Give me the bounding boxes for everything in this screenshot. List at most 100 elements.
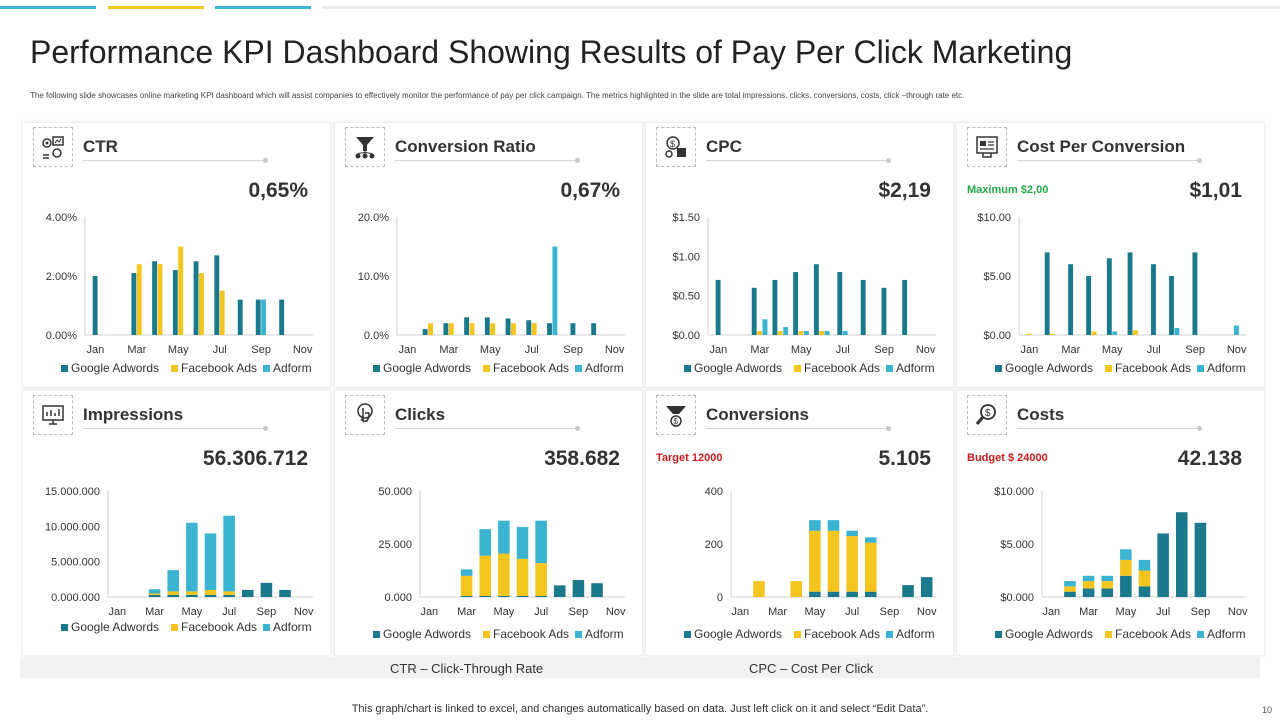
x-tick-label: May bbox=[791, 344, 812, 356]
legend-swatch bbox=[575, 631, 582, 638]
title-underline-dot bbox=[263, 158, 268, 163]
bar-facebook-ads bbox=[777, 331, 783, 335]
title-underline bbox=[706, 160, 889, 161]
x-tick-label: May bbox=[181, 606, 202, 618]
panel-title: Costs bbox=[1017, 405, 1065, 424]
page-subtitle: The following slide showcases online mar… bbox=[30, 91, 965, 100]
conversion-ratio-chart: 20.0% 10.0% 0.0% Jan Mar May Jul Sep Nov Google A… bbox=[358, 212, 625, 375]
panel-costs: $ Costs Budget $ 24000 42.138 $10.000 $5.… bbox=[956, 390, 1265, 656]
bar-facebook-ads bbox=[1026, 333, 1032, 335]
bar-google-adwords bbox=[827, 591, 840, 597]
bar-google-adwords bbox=[1157, 533, 1169, 597]
bar-google-adwords bbox=[1082, 588, 1095, 597]
kpi-value: 358.682 bbox=[544, 447, 620, 470]
legend-swatch bbox=[373, 365, 380, 372]
bar-adform bbox=[827, 520, 840, 531]
x-tick-label: Nov bbox=[605, 344, 625, 356]
bar-adform bbox=[460, 569, 473, 576]
legend-swatch bbox=[61, 624, 68, 631]
x-tick-label: May bbox=[493, 606, 514, 618]
legend-label: Adform bbox=[273, 361, 312, 375]
monitor-icon bbox=[33, 395, 73, 435]
legend-swatch bbox=[995, 365, 1002, 372]
legend-swatch bbox=[171, 365, 178, 372]
bar-google-adwords bbox=[214, 255, 220, 335]
x-tick-label: May bbox=[1115, 606, 1136, 618]
legend-label: Google Adwords bbox=[71, 620, 159, 634]
bar-facebook-ads bbox=[535, 563, 547, 596]
bar-facebook-ads bbox=[148, 593, 161, 595]
bar-google-adwords bbox=[837, 272, 843, 335]
bar-facebook-ads bbox=[531, 323, 537, 335]
bar-google-adwords bbox=[1127, 252, 1133, 335]
x-tick-label: Sep bbox=[563, 344, 583, 356]
legend-label: Google Adwords bbox=[383, 627, 471, 641]
bar-facebook-ads bbox=[809, 530, 821, 592]
x-tick-label: Jul bbox=[222, 606, 236, 618]
y-tick-label: $1.00 bbox=[672, 251, 700, 263]
kpi-value: 0,67% bbox=[560, 179, 620, 202]
bar-google-adwords bbox=[1138, 586, 1151, 597]
y-tick-label: $0.00 bbox=[672, 330, 700, 342]
svg-text:$: $ bbox=[985, 408, 991, 419]
y-tick-label: 15.000.000 bbox=[45, 486, 100, 498]
kpi-value: 0,65% bbox=[248, 179, 308, 202]
bar-google-adwords bbox=[572, 580, 585, 597]
bar-google-adwords bbox=[204, 594, 217, 597]
bar-google-adwords bbox=[526, 320, 532, 335]
y-tick-label: $0.000 bbox=[1000, 592, 1034, 604]
bar-google-adwords bbox=[279, 299, 285, 335]
x-tick-label: Nov bbox=[917, 606, 937, 618]
panel-ctr: CTR 0,65% 4.00% 2.00% 0.00% Jan Mar May Jul Sep… bbox=[22, 122, 331, 388]
legend-swatch bbox=[171, 624, 178, 631]
legend-label: Adform bbox=[585, 627, 624, 641]
bar-google-adwords bbox=[846, 591, 858, 597]
svg-text:$: $ bbox=[670, 139, 675, 149]
x-tick-label: Nov bbox=[293, 344, 313, 356]
bar-facebook-ads bbox=[1101, 581, 1114, 589]
legend-label: Adform bbox=[1207, 627, 1246, 641]
bar-adform bbox=[167, 570, 180, 592]
y-tick-label: 400 bbox=[705, 486, 723, 498]
accent-bar-2 bbox=[108, 6, 204, 9]
panel-title: Cost Per Conversion bbox=[1017, 137, 1186, 156]
click-icon bbox=[345, 395, 385, 435]
y-tick-label: 5.000.000 bbox=[51, 557, 100, 569]
page-number: 10 bbox=[1261, 705, 1272, 715]
target-note: Target 12000 bbox=[656, 452, 723, 464]
legend-label: Facebook Ads bbox=[181, 361, 257, 375]
y-tick-label: $1.50 bbox=[672, 212, 700, 224]
title-underline bbox=[706, 428, 889, 429]
x-tick-label: Sep bbox=[874, 344, 894, 356]
x-tick-label: Nov bbox=[916, 344, 936, 356]
legend-label: Google Adwords bbox=[383, 361, 471, 375]
bar-google-adwords bbox=[591, 583, 603, 597]
ctr-icon bbox=[33, 127, 73, 167]
legend-swatch bbox=[684, 365, 691, 372]
bar-google-adwords bbox=[547, 323, 552, 335]
bar-facebook-ads bbox=[136, 264, 142, 335]
bar-google-adwords bbox=[498, 595, 510, 597]
x-tick-label: Sep bbox=[1185, 344, 1205, 356]
y-tick-label: $0.50 bbox=[672, 291, 700, 303]
y-tick-label: 0 bbox=[717, 592, 723, 604]
y-tick-label: $0.00 bbox=[983, 330, 1011, 342]
legend-swatch bbox=[373, 631, 380, 638]
x-tick-label: Jul bbox=[1147, 344, 1161, 356]
kpi-value: 56.306.712 bbox=[202, 447, 308, 470]
y-tick-label: 4.00% bbox=[46, 212, 77, 224]
x-tick-label: May bbox=[804, 606, 825, 618]
title-underline bbox=[83, 160, 266, 161]
x-tick-label: Jan bbox=[420, 606, 438, 618]
panel-impressions: Impressions 56.306.712 15.000.000 10.000.… bbox=[22, 390, 331, 656]
x-tick-label: Mar bbox=[768, 606, 787, 618]
funnel-icon bbox=[345, 127, 385, 167]
bar-adform bbox=[803, 331, 809, 335]
bar-adform bbox=[846, 530, 858, 537]
bar-google-adwords bbox=[902, 585, 914, 597]
bar-google-adwords bbox=[152, 261, 158, 335]
bar-facebook-ads bbox=[157, 264, 163, 335]
legend-label: Facebook Ads bbox=[493, 361, 569, 375]
legend-swatch bbox=[483, 631, 490, 638]
bar-google-adwords bbox=[241, 589, 254, 597]
